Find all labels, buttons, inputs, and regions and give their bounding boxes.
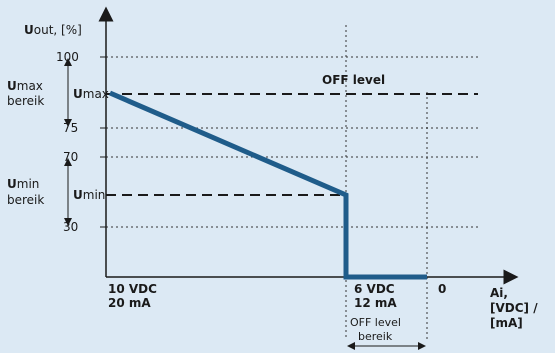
umin-range-label-line2: bereik [7,193,44,207]
y-tick-70: 70 [63,150,78,164]
x-label-20ma: 20 mA [108,296,151,310]
output-curve [109,90,427,280]
x-axis-title-line3: [mA] [490,316,523,330]
umax-range-label: Umax [7,79,43,93]
y-tick-75: 75 [63,121,78,135]
umin-level-label: Umin [73,188,105,202]
y-tick-30: 30 [63,220,78,234]
umax-range-label-line2: bereik [7,94,44,108]
x-axis-title-line1: Ai, [490,286,508,300]
off-level-label: OFF level [322,73,385,87]
x-label-12ma: 12 mA [354,296,397,310]
x-label-6vdc: 6 VDC [354,282,395,296]
umax-level-label: Umax [73,87,109,101]
y-tick-100: 100 [56,50,79,64]
umin-range-label: Umin [7,177,39,191]
off-range-label-line1: OFF level [350,316,401,329]
off-range-label-line2: bereik [358,330,393,343]
y-axis-title: Uout, [%] [24,23,82,37]
x-axis-title-line2: [VDC] / [490,301,538,315]
x-label-0: 0 [438,282,446,296]
x-label-10vdc: 10 VDC [108,282,157,296]
